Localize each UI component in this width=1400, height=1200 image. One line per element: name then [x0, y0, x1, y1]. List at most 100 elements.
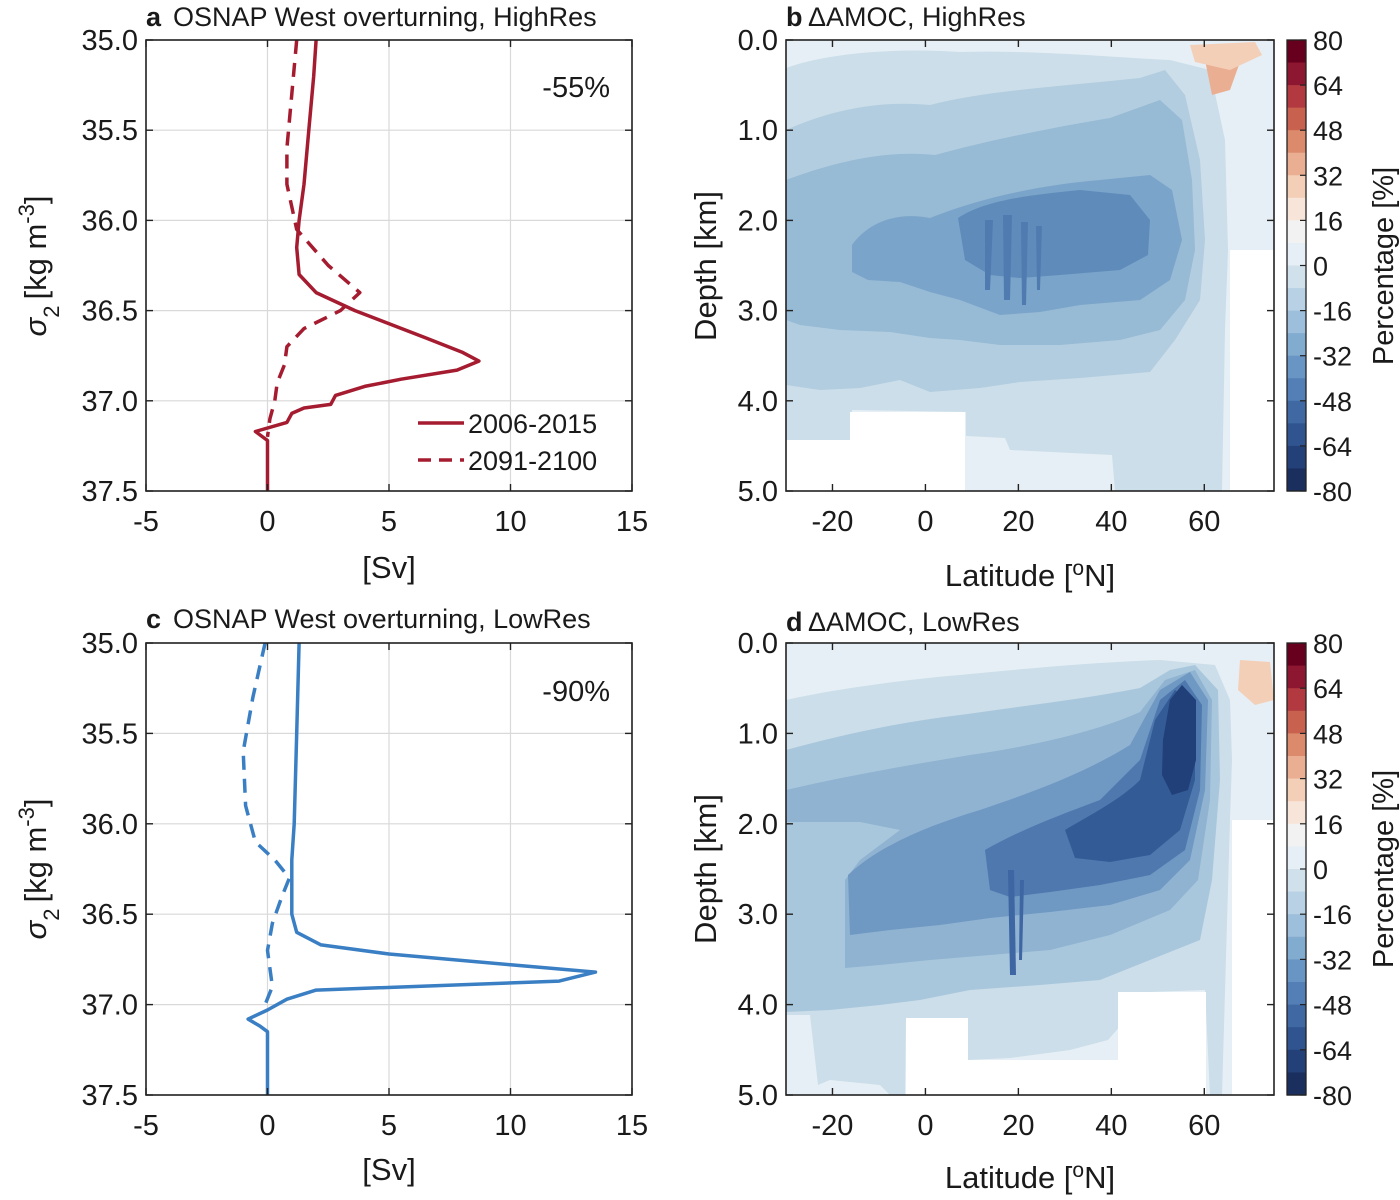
colorbar-swatch [1287, 710, 1306, 734]
x-tick-label: -20 [812, 1110, 854, 1142]
colorbar-swatch [1287, 778, 1306, 802]
colorbar-swatch [1287, 1004, 1306, 1028]
panel-d-masked-white-3 [1118, 992, 1206, 1095]
colorbar-swatch [1287, 468, 1306, 492]
panel-b-title-letter: b [786, 2, 803, 32]
colorbar-swatch [1287, 936, 1306, 960]
panel-b-axes-frame [785, 39, 1275, 492]
colorbar-swatch [1287, 423, 1306, 447]
panel-a-x-axis-label: [Sv] [362, 550, 415, 585]
colorbar-swatch [1287, 643, 1306, 667]
colorbar-tick-label: -80 [1313, 477, 1352, 507]
panel-c-y-sub: 2 [39, 909, 64, 921]
colorbar-swatch [1287, 152, 1306, 176]
panel-d-masked-white [906, 1018, 968, 1095]
colorbar-tick-label: -48 [1313, 991, 1352, 1021]
series-line-2091-2100 [241, 643, 292, 1006]
colorbar-bottom: 80 64 48 32 16 0 -16 -32 -48 -64 -80 [1286, 629, 1352, 1111]
panel-a-title-letter: a [146, 2, 162, 32]
panel-d-deep-streaks [1008, 870, 1024, 975]
colorbar-swatch [1287, 40, 1306, 64]
colorbar-tick-label: 48 [1313, 116, 1343, 146]
colorbar-tick-label: -32 [1313, 945, 1352, 975]
panel-b-masked-area [786, 440, 850, 491]
colorbar-top-label: Percentage [%] [1368, 167, 1400, 365]
panel-b-masked-right [1230, 250, 1274, 491]
panel-a-lines [253, 40, 481, 491]
y-tick-label: 35.5 [82, 718, 138, 750]
colorbar-swatch [1287, 197, 1306, 221]
panel-c-y-close: ] [18, 799, 53, 808]
colorbar-swatch [1287, 107, 1306, 131]
x-tick-label: 0 [917, 506, 933, 538]
panel-d-x-label-sup: o [1072, 1159, 1084, 1182]
panel-b-x-label-sup: o [1072, 557, 1084, 580]
colorbar-tick-label: -16 [1313, 900, 1352, 930]
colorbar-tick-label: -16 [1313, 297, 1352, 327]
colorbar-swatch [1287, 688, 1306, 712]
y-tick-label: 3.0 [738, 296, 778, 328]
panel-d-masked-white-2 [968, 1060, 1118, 1095]
colorbar-tick-label: 80 [1313, 629, 1343, 659]
x-tick-label: 0 [259, 506, 275, 538]
panel-d-ticks: -20 0 20 40 60 0.0 1.0 2.0 3.0 4.0 5.0 [738, 628, 1274, 1142]
colorbar-swatch [1287, 869, 1306, 893]
colorbar-tick-label: 64 [1313, 71, 1343, 101]
colorbar-tick-label: 48 [1313, 719, 1343, 749]
colorbar-swatch [1287, 355, 1306, 379]
y-tick-label: 5.0 [738, 476, 778, 508]
panel-c-ticks: -5 0 5 10 15 35.0 35.5 36.0 36.5 37.0 37.5 [82, 628, 649, 1142]
x-tick-label: 20 [1002, 1110, 1034, 1142]
y-tick-label: 2.0 [738, 205, 778, 237]
colorbar-swatch [1287, 1072, 1306, 1096]
colorbar-swatch [1287, 265, 1306, 289]
colorbar-swatch [1287, 891, 1306, 915]
colorbar-swatch [1287, 914, 1306, 938]
colorbar-tick-label: -64 [1313, 432, 1352, 462]
y-tick-label: 0.0 [738, 628, 778, 660]
colorbar-swatch [1287, 310, 1306, 334]
panel-c-y-unit: [kg m [18, 827, 53, 903]
panel-c-annotation: -90% [542, 676, 610, 708]
x-tick-label: 0 [259, 1110, 275, 1142]
x-tick-label: 15 [616, 1110, 648, 1142]
colorbar-tick-label: 16 [1313, 206, 1343, 236]
colorbar-swatch [1287, 220, 1306, 244]
y-tick-label: 36.0 [82, 205, 138, 237]
panel-d-title: ΔAMOC, LowRes [808, 607, 1020, 637]
legend-label-2006-2015: 2006-2015 [468, 409, 597, 439]
panel-c-y-symbol: σ [18, 919, 53, 939]
colorbar-swatch [1287, 85, 1306, 109]
panel-a-annotation: -55% [542, 72, 610, 104]
panel-d-heatmap [786, 643, 1274, 1095]
panel-b-deep-streaks [985, 215, 1042, 305]
x-tick-label: 60 [1188, 506, 1220, 538]
panel-c: -5 0 5 10 15 35.0 35.5 36.0 36.5 37.0 37.5 c OSNAP… [14, 604, 649, 1187]
colorbar-swatch [1287, 288, 1306, 312]
panel-d-x-label-main: Latitude [ [945, 1160, 1073, 1195]
y-tick-label: 35.5 [82, 115, 138, 147]
y-tick-label: 37.5 [82, 1080, 138, 1112]
colorbar-tick-label: -80 [1313, 1081, 1352, 1111]
panel-a-y-symbol: σ [18, 316, 53, 336]
panel-a-ticks: -5 0 5 10 15 35.0 35.5 36.0 36.5 37.0 37.5 [82, 25, 649, 538]
panel-b: -20 0 20 40 60 0.0 1.0 2.0 3.0 4.0 5.0 b ΔAMOC, Hi… [688, 2, 1275, 593]
panel-b-surface-warm-patch-2 [1190, 42, 1262, 70]
panel-b-x-label-end: N] [1084, 558, 1115, 593]
panel-c-title-letter: c [146, 604, 161, 634]
y-tick-label: 35.0 [82, 25, 138, 57]
series-line-2091-2100 [265, 40, 362, 438]
colorbar-tick-label: 32 [1313, 161, 1343, 191]
panel-a-y-sup: -3 [14, 204, 39, 224]
y-tick-label: 1.0 [738, 115, 778, 147]
colorbar-swatch [1287, 823, 1306, 847]
colorbar-swatch [1287, 756, 1306, 780]
colorbar-tick-label: 0 [1313, 252, 1328, 282]
panel-b-masked-area-2 [850, 412, 965, 491]
x-tick-label: -5 [133, 1110, 159, 1142]
colorbar-swatch [1287, 400, 1306, 424]
colorbar-tick-label: -48 [1313, 387, 1352, 417]
colorbar-swatch [1287, 445, 1306, 470]
y-tick-label: 36.5 [82, 899, 138, 931]
colorbar-tick-label: 0 [1313, 855, 1328, 885]
